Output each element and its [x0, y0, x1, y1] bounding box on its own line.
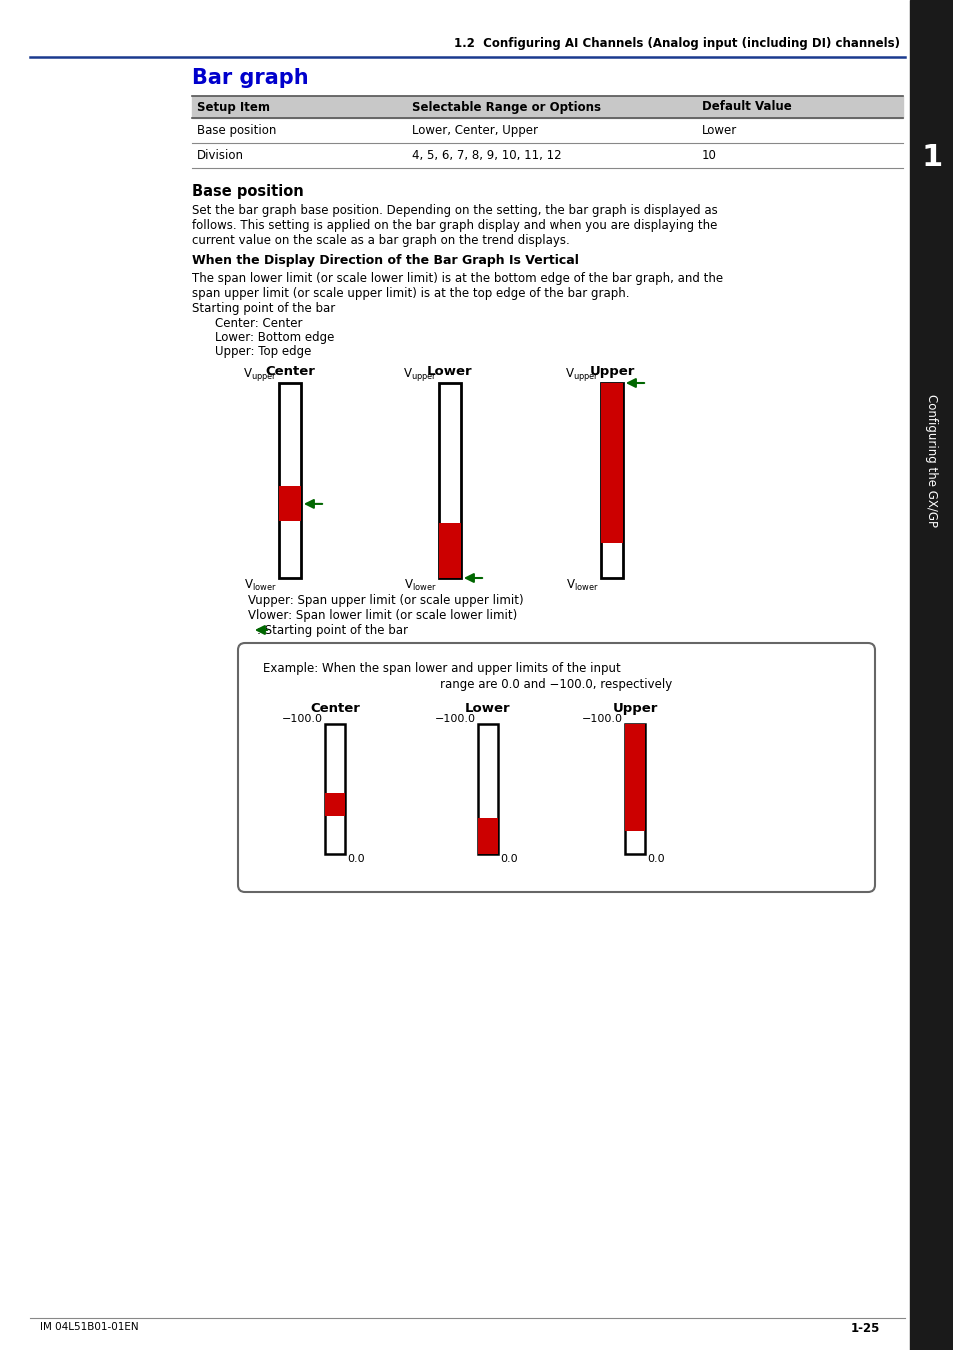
Text: range are 0.0 and −100.0, respectively: range are 0.0 and −100.0, respectively: [440, 678, 672, 691]
Bar: [192, 96, 902, 117]
Text: Set the bar graph base position. Depending on the setting, the bar graph is disp: Set the bar graph base position. Dependi…: [192, 204, 717, 217]
Bar: [477, 724, 497, 855]
Bar: [600, 383, 622, 578]
Text: span upper limit (or scale upper limit) is at the top edge of the bar graph.: span upper limit (or scale upper limit) …: [192, 288, 629, 300]
Text: V$_{\mathregular{lower}}$: V$_{\mathregular{lower}}$: [244, 578, 276, 593]
Text: Center: Center: [310, 702, 359, 716]
Text: Upper: Top edge: Upper: Top edge: [214, 346, 311, 358]
Bar: [438, 524, 460, 578]
Text: 4, 5, 6, 7, 8, 9, 10, 11, 12: 4, 5, 6, 7, 8, 9, 10, 11, 12: [412, 148, 561, 162]
Bar: [600, 383, 622, 543]
Bar: [438, 383, 460, 578]
Text: Example: When the span lower and upper limits of the input: Example: When the span lower and upper l…: [263, 662, 620, 675]
Text: : Starting point of the bar: : Starting point of the bar: [256, 624, 408, 637]
Text: current value on the scale as a bar graph on the trend displays.: current value on the scale as a bar grap…: [192, 234, 569, 247]
Text: When the Display Direction of the Bar Graph Is Vertical: When the Display Direction of the Bar Gr…: [192, 254, 578, 267]
Text: Base position: Base position: [196, 124, 276, 136]
Text: Bar graph: Bar graph: [192, 68, 309, 88]
Text: The span lower limit (or scale lower limit) is at the bottom edge of the bar gra: The span lower limit (or scale lower lim…: [192, 271, 722, 285]
Text: Center: Center: Center: Center: [214, 317, 302, 329]
Text: 0.0: 0.0: [646, 855, 664, 864]
Text: Lower: Lower: [465, 702, 510, 716]
Text: Lower, Center, Upper: Lower, Center, Upper: [412, 124, 537, 136]
Text: Base position: Base position: [192, 184, 303, 198]
Text: Upper: Upper: [589, 364, 634, 378]
FancyBboxPatch shape: [237, 643, 874, 892]
Text: V$_{\mathregular{upper}}$: V$_{\mathregular{upper}}$: [242, 366, 276, 383]
Text: follows. This setting is applied on the bar graph display and when you are displ: follows. This setting is applied on the …: [192, 219, 717, 232]
Bar: [909, 0, 953, 1350]
Text: V$_{\mathregular{lower}}$: V$_{\mathregular{lower}}$: [566, 578, 598, 593]
Text: −100.0: −100.0: [435, 714, 476, 724]
Text: 0.0: 0.0: [347, 855, 364, 864]
Bar: [325, 792, 345, 817]
Text: Default Value: Default Value: [701, 100, 791, 113]
Text: −100.0: −100.0: [282, 714, 323, 724]
Bar: [278, 486, 301, 521]
Text: Vlower: Span lower limit (or scale lower limit): Vlower: Span lower limit (or scale lower…: [248, 609, 517, 622]
Text: 1: 1: [921, 143, 942, 173]
Text: −100.0: −100.0: [581, 714, 622, 724]
Text: Configuring the GX/GP: Configuring the GX/GP: [924, 393, 938, 526]
Text: V$_{\mathregular{lower}}$: V$_{\mathregular{lower}}$: [404, 578, 436, 593]
Bar: [278, 383, 301, 578]
Text: Center: Center: [265, 364, 314, 378]
Text: IM 04L51B01-01EN: IM 04L51B01-01EN: [40, 1322, 138, 1332]
Text: Selectable Range or Options: Selectable Range or Options: [412, 100, 600, 113]
Text: Setup Item: Setup Item: [196, 100, 270, 113]
Text: V$_{\mathregular{upper}}$: V$_{\mathregular{upper}}$: [402, 366, 436, 383]
Text: Lower: Lower: [701, 124, 737, 136]
Text: 1-25: 1-25: [850, 1322, 879, 1335]
Bar: [624, 724, 644, 855]
Text: Starting point of the bar: Starting point of the bar: [192, 302, 335, 315]
Text: Upper: Upper: [612, 702, 657, 716]
Text: Lower: Bottom edge: Lower: Bottom edge: [214, 331, 334, 344]
Text: Vupper: Span upper limit (or scale upper limit): Vupper: Span upper limit (or scale upper…: [248, 594, 523, 608]
Bar: [477, 818, 497, 855]
Text: 10: 10: [701, 148, 716, 162]
Bar: [624, 724, 644, 830]
Text: V$_{\mathregular{upper}}$: V$_{\mathregular{upper}}$: [564, 366, 598, 383]
Text: Division: Division: [196, 148, 244, 162]
Text: Lower: Lower: [427, 364, 473, 378]
Text: 1.2  Configuring AI Channels (Analog input (including DI) channels): 1.2 Configuring AI Channels (Analog inpu…: [454, 36, 899, 50]
Bar: [325, 724, 345, 855]
Text: 0.0: 0.0: [499, 855, 517, 864]
